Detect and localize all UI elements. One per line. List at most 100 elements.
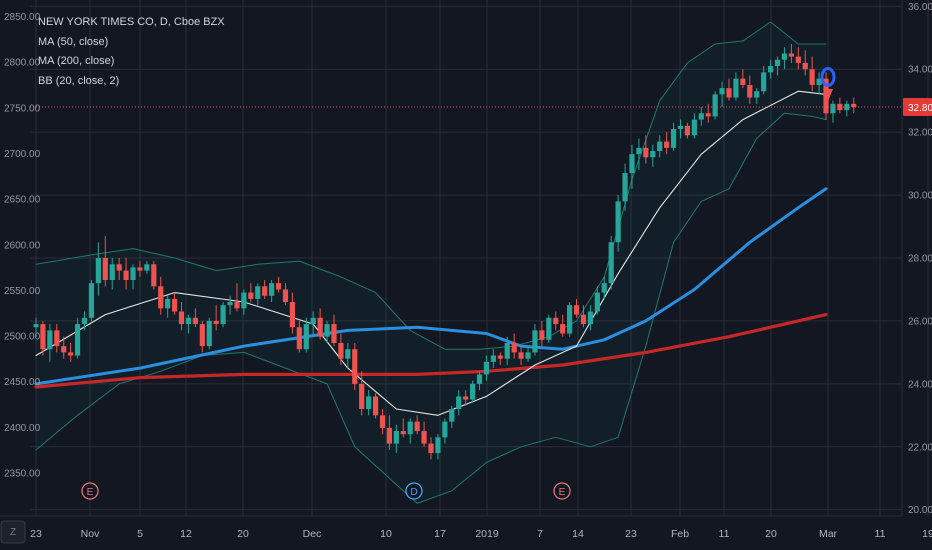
candle-up[interactable] [393, 424, 399, 454]
candle-up[interactable] [657, 135, 663, 158]
candle-down[interactable] [317, 308, 323, 340]
candle-down[interactable] [289, 292, 296, 334]
candle-down[interactable] [809, 56, 815, 92]
candle-up[interactable] [95, 242, 101, 296]
candle-down[interactable] [54, 324, 60, 353]
candle-down[interactable] [68, 342, 74, 362]
candle-up[interactable] [719, 81, 725, 107]
candle-up[interactable] [476, 371, 483, 391]
candle-up[interactable] [816, 72, 822, 95]
candle-down[interactable] [726, 78, 732, 101]
candle-down[interactable] [151, 261, 157, 290]
candle-down[interactable] [116, 258, 122, 281]
candle-down[interactable] [684, 122, 691, 139]
candle-up[interactable] [483, 355, 490, 381]
alert-circle-icon[interactable] [820, 67, 836, 87]
candle-down[interactable] [137, 261, 143, 277]
candle-up[interactable] [490, 349, 496, 369]
candle-down[interactable] [643, 135, 649, 164]
candle-down[interactable] [414, 415, 420, 435]
candle-up[interactable] [47, 324, 53, 362]
candle-up[interactable] [442, 418, 448, 444]
candle-down[interactable] [172, 292, 178, 315]
candle-up[interactable] [587, 305, 593, 331]
candle-down[interactable] [275, 276, 282, 293]
candle-up[interactable] [366, 390, 372, 416]
right-price-axis[interactable]: 36.00 34.00 32.00 30.00 28.00 26.00 24.00 22.00… [901, 0, 932, 516]
candle-down[interactable] [123, 258, 129, 290]
candle-up[interactable] [144, 261, 150, 274]
candle-down[interactable] [497, 352, 503, 365]
candle-up[interactable] [698, 106, 704, 126]
candle-down[interactable] [61, 336, 67, 359]
candle-down[interactable] [262, 280, 268, 299]
candle-down[interactable] [379, 409, 386, 435]
candle-up[interactable] [130, 264, 136, 290]
candle-up[interactable] [324, 320, 330, 343]
candle-up[interactable] [525, 346, 531, 362]
candle-down[interactable] [248, 283, 254, 303]
candle-down[interactable] [386, 415, 393, 450]
candle-down[interactable] [421, 421, 427, 447]
candle-up[interactable] [629, 144, 635, 189]
candle-up[interactable] [81, 311, 88, 331]
candle-up[interactable] [670, 122, 677, 152]
candle-down[interactable] [580, 305, 587, 328]
candle-up[interactable] [761, 66, 767, 95]
zoom-button[interactable]: Z [0, 520, 26, 544]
candle-down[interactable] [40, 320, 46, 356]
candle-up[interactable] [615, 195, 621, 252]
candle-down[interactable] [338, 333, 344, 365]
candle-down[interactable] [553, 311, 559, 331]
candle-up[interactable] [608, 235, 614, 290]
last-price-tag[interactable]: 32.80 [903, 97, 932, 116]
candle-down[interactable] [573, 298, 580, 318]
candle-up[interactable] [74, 317, 81, 359]
candle-up[interactable] [310, 311, 316, 337]
legend-bb[interactable]: BB (20, close, 2) [38, 74, 120, 87]
candle-up[interactable] [504, 336, 510, 365]
candle-down[interactable] [296, 320, 302, 353]
candle-up[interactable] [622, 163, 628, 211]
candle-up[interactable] [546, 314, 552, 343]
candle-up[interactable] [165, 295, 171, 318]
candle-up[interactable] [830, 100, 836, 123]
candle-up[interactable] [206, 317, 212, 350]
candle-up[interactable] [109, 258, 115, 290]
candle-down[interactable] [463, 390, 469, 406]
candle-down[interactable] [539, 320, 545, 347]
candle-down[interactable] [178, 302, 185, 331]
candle-up[interactable] [712, 91, 718, 120]
candle-up[interactable] [532, 324, 538, 356]
candle-down[interactable] [400, 418, 406, 438]
candle-down[interactable] [788, 44, 794, 63]
candle-up[interactable] [227, 295, 233, 315]
candle-up[interactable] [594, 286, 600, 315]
candle-up[interactable] [220, 302, 226, 328]
candle-down[interactable] [740, 69, 746, 89]
candle-down[interactable] [837, 97, 843, 114]
candle-down[interactable] [428, 437, 434, 460]
event-marker-e[interactable]: E [553, 482, 571, 500]
candle-up[interactable] [601, 276, 607, 299]
candle-up[interactable] [469, 380, 476, 403]
candle-up[interactable] [255, 283, 261, 306]
candle-down[interactable] [747, 75, 753, 104]
candle-down[interactable] [795, 47, 801, 70]
time-axis[interactable]: Z 23 Nov 5 12 20 Dec 10 17 2019 7 14 23 Feb 11 20 Mar 11 1… [0, 515, 932, 550]
candle-down[interactable] [560, 314, 566, 337]
candle-up[interactable] [767, 59, 774, 79]
candle-down[interactable] [518, 346, 524, 365]
candle-down[interactable] [282, 283, 289, 306]
candle-down[interactable] [511, 333, 517, 359]
candle-up[interactable] [691, 113, 697, 139]
candle-up[interactable] [650, 144, 656, 167]
candle-up[interactable] [345, 342, 351, 369]
event-marker-e[interactable]: E [81, 482, 99, 500]
candle-up[interactable] [636, 138, 642, 170]
candle-down[interactable] [102, 235, 108, 287]
candle-up[interactable] [567, 302, 573, 337]
candle-up[interactable] [241, 289, 247, 315]
